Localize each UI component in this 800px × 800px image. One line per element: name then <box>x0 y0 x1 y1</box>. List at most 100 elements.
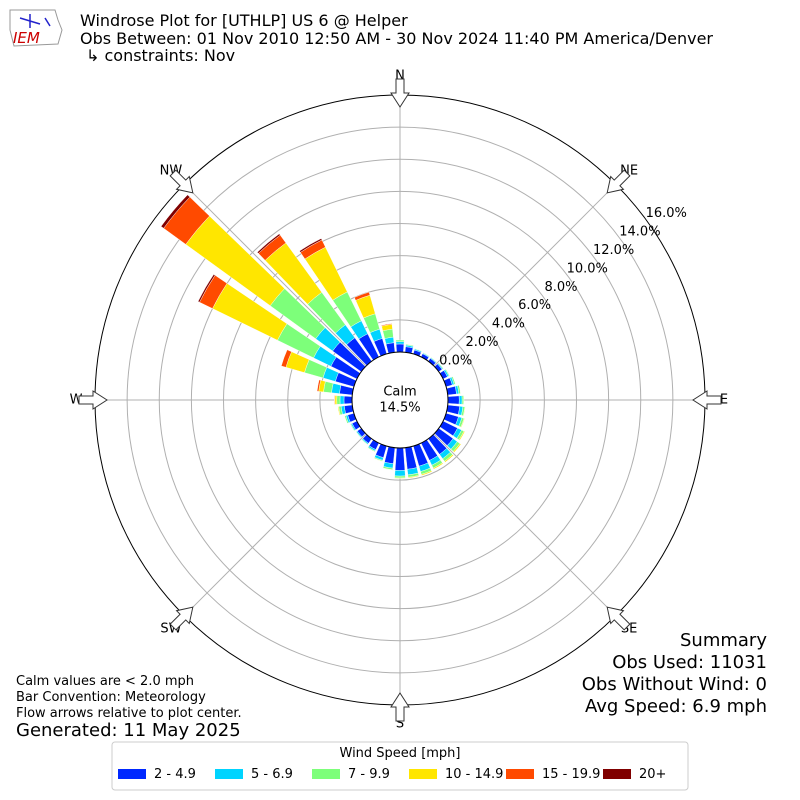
legend-swatch <box>603 769 631 779</box>
bar-segment <box>394 470 406 477</box>
title-line: Obs Between: 01 Nov 2010 12:50 AM - 30 N… <box>80 29 713 48</box>
flow-arrow <box>169 606 194 631</box>
summary: Obs Without Wind: 0 <box>582 674 767 695</box>
bar-segment <box>373 457 383 462</box>
bar-segment <box>299 238 323 253</box>
bar-segment <box>458 395 463 405</box>
legend-swatch <box>118 769 146 779</box>
summary: Obs Used: 11031 <box>612 652 767 673</box>
legend-label: 5 - 6.9 <box>251 767 293 782</box>
bar-segment <box>257 233 281 254</box>
ring <box>255 255 545 545</box>
legend-swatch <box>409 769 437 779</box>
bar-segment <box>463 406 466 417</box>
note: Bar Convention: Meteorology <box>16 690 206 705</box>
logo-mark <box>19 14 51 28</box>
bar-segment <box>447 395 460 405</box>
bar-segment <box>395 339 405 342</box>
bar-segment <box>394 475 406 479</box>
calm-label: Calm <box>383 385 416 400</box>
legend-swatch <box>312 769 340 779</box>
bar-segment <box>381 323 393 327</box>
logo-text: IEM <box>13 29 40 47</box>
bar-segment <box>344 415 349 424</box>
r-tick-label: 8.0% <box>544 280 577 295</box>
bar-segment <box>432 462 444 470</box>
bar-segment <box>382 467 393 471</box>
ring <box>190 190 610 610</box>
calm-circle <box>351 351 449 449</box>
bar-segment <box>414 348 423 352</box>
bar-segment <box>437 362 444 370</box>
note: Flow arrows relative to plot center. <box>16 706 242 721</box>
bar-segment <box>422 352 430 357</box>
bar-segment <box>336 395 341 405</box>
flow-arrow <box>169 169 194 194</box>
summary: Summary <box>680 630 767 651</box>
bar-segment <box>361 439 369 445</box>
flow-arrow <box>692 390 722 410</box>
legend-title: Wind Speed [mph] <box>340 746 461 761</box>
bar-segment <box>354 291 371 301</box>
ring <box>158 158 642 642</box>
r-tick-label: 6.0% <box>518 298 551 313</box>
flow-arrow <box>390 692 410 722</box>
r-tick-label: 0.0% <box>439 353 472 368</box>
bar-segment <box>355 431 362 439</box>
legend-label: 10 - 14.9 <box>445 767 503 782</box>
bar-segment <box>281 349 292 368</box>
bar-segment <box>451 376 456 385</box>
bar-segment <box>394 477 406 479</box>
calm-value: 14.5% <box>379 401 420 416</box>
bar-segment <box>197 274 216 303</box>
r-tick-label: 12.0% <box>593 243 634 258</box>
bar-segment <box>444 454 454 463</box>
bar-segment <box>458 430 466 441</box>
generated: Generated: 11 May 2025 <box>16 720 241 741</box>
bar-segment <box>394 447 406 471</box>
bar-segment <box>452 443 462 453</box>
title-line: ↳ constraints: Nov <box>86 46 235 65</box>
legend-label: 2 - 4.9 <box>154 767 196 782</box>
legend-box <box>111 741 689 791</box>
bar-segment <box>316 379 321 392</box>
flow-arrow <box>390 78 410 108</box>
bar-segment <box>367 446 376 453</box>
legend-swatch <box>215 769 243 779</box>
ring <box>223 223 577 577</box>
legend-label: 15 - 19.9 <box>542 767 600 782</box>
bar-segment <box>339 385 354 396</box>
ring <box>287 287 513 513</box>
ring <box>126 126 674 674</box>
r-tick-label: 10.0% <box>567 261 608 276</box>
r-tick-label: 4.0% <box>492 317 525 332</box>
bar-segment <box>385 342 396 354</box>
r-tick-label: 2.0% <box>466 335 499 350</box>
bar-segment <box>343 395 353 405</box>
title-line: Windrose Plot for [UTHLP] US 6 @ Helper <box>80 11 408 30</box>
bar-segment <box>405 344 414 347</box>
bar-segment <box>444 368 450 377</box>
bar-segment <box>407 475 420 479</box>
note: Calm values are < 2.0 mph <box>16 674 194 689</box>
bar-segment <box>395 343 405 353</box>
legend-swatch <box>506 769 534 779</box>
r-tick-label: 16.0% <box>646 206 687 221</box>
compass-label: S <box>396 717 404 732</box>
bar-segment <box>457 385 461 395</box>
bar-segment <box>334 395 338 405</box>
bar-segment <box>334 395 336 405</box>
bar-segment <box>339 395 345 405</box>
bar-segment <box>350 423 356 432</box>
bar-segment <box>446 404 460 415</box>
flow-arrow <box>606 606 631 631</box>
flow-arrow <box>606 169 631 194</box>
legend-label: 20+ <box>639 767 666 782</box>
bar-segment <box>421 470 433 476</box>
bar-segment <box>160 194 191 229</box>
bar-segment <box>460 418 465 428</box>
bar-segment <box>430 356 437 363</box>
legend-label: 7 - 9.9 <box>348 767 390 782</box>
compass-label: E <box>720 393 728 408</box>
